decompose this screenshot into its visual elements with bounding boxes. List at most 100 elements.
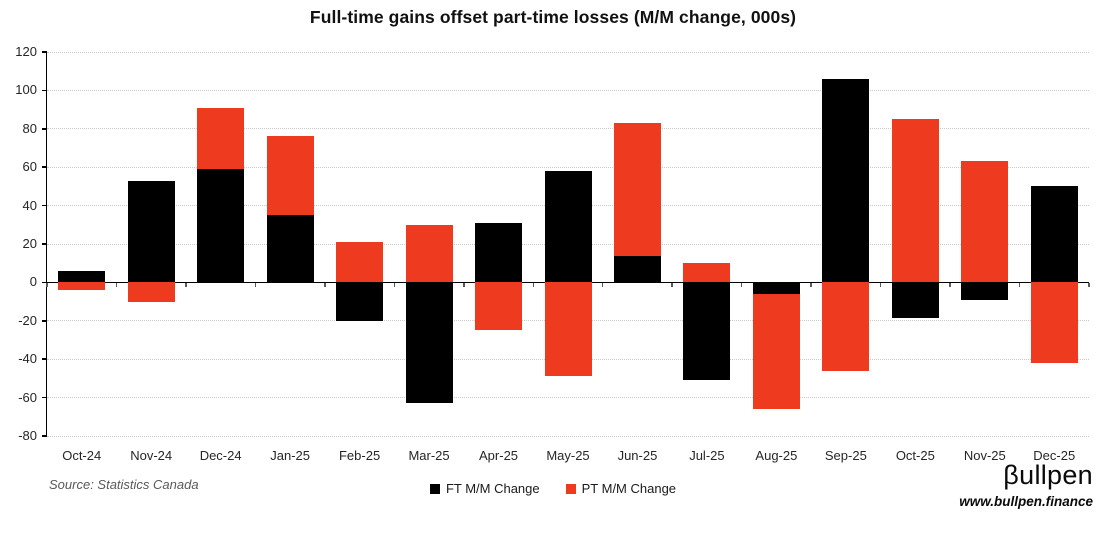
y-axis-label: 20 (22, 236, 37, 251)
y-axis-label: -40 (18, 351, 37, 367)
y-axis-label: 100 (15, 82, 37, 98)
gridline (47, 397, 1089, 399)
y-axis-tick (42, 128, 47, 130)
chart-title: Full-time gains offset part-time losses … (309, 7, 797, 27)
y-axis-label: 80 (22, 120, 37, 136)
x-axis-label: Nov-24 (130, 448, 173, 463)
gridline (47, 89, 1089, 91)
pt-legend-swatch-icon (565, 483, 576, 494)
bar-Jun-25-pt (613, 123, 661, 257)
x-axis-tick (601, 283, 604, 288)
x-axis-tick (810, 283, 812, 288)
x-axis-tick (463, 283, 465, 288)
bar-Nov-25-ft (961, 282, 1009, 300)
y-axis-tick (42, 204, 47, 207)
gridline (47, 51, 1089, 53)
x-axis-tick (393, 283, 396, 288)
gridline (47, 128, 1089, 130)
x-axis-label: Feb-25 (338, 448, 381, 463)
legend-label-ft: FT M/M Change (445, 481, 540, 496)
y-axis-label: -20 (18, 312, 37, 328)
x-axis-label: Mar-25 (408, 448, 450, 463)
bar-May-25-ft (544, 171, 592, 283)
x-axis-label: Nov-25 (963, 448, 1006, 463)
brand-url: www.bullpen.finance (959, 494, 1093, 509)
x-axis-label: Jan-25 (270, 448, 310, 463)
legend-label-pt: PT M/M Change (581, 481, 677, 496)
bar-Nov-24-ft (127, 180, 175, 283)
bar-Apr-25-pt (475, 282, 523, 331)
x-axis-tick (532, 283, 535, 288)
bar-Oct-24-ft (58, 270, 106, 283)
legend-item-pt: PT M/M Change (565, 481, 677, 496)
x-axis-tick (324, 283, 326, 288)
bar-Oct-25-pt (891, 119, 939, 283)
y-axis-tick (42, 243, 47, 245)
x-axis-tick (46, 283, 48, 288)
y-axis-line (45, 52, 47, 436)
x-axis-tick (1088, 283, 1090, 288)
bar-Nov-24-pt (127, 282, 175, 302)
x-axis-label: Jun-25 (617, 448, 658, 463)
bar-Dec-25-ft (1030, 186, 1078, 283)
y-axis-label: -60 (18, 389, 37, 405)
bar-Aug-25-pt (752, 293, 800, 410)
y-axis-tick (42, 166, 47, 168)
bar-Nov-25-pt (961, 161, 1009, 283)
bar-Feb-25-ft (336, 282, 384, 321)
bar-Jul-25-ft (683, 282, 731, 381)
bar-Feb-25-pt (336, 242, 384, 283)
y-axis-tick (42, 89, 47, 92)
brand-wordmark: βullpen (1003, 460, 1093, 490)
legend-item-ft: FT M/M Change (429, 481, 540, 496)
x-axis-tick (115, 283, 118, 288)
bar-Jan-25-pt (266, 136, 314, 216)
y-axis-label: 120 (15, 44, 37, 59)
bar-Dec-25-pt (1030, 282, 1078, 364)
x-axis-label: Jul-25 (689, 448, 725, 463)
x-axis-tick (879, 283, 882, 288)
x-axis-label: Dec-24 (199, 448, 242, 463)
y-axis-tick (42, 358, 47, 360)
bar-Mar-25-pt (405, 224, 453, 283)
x-axis-label: Apr-25 (479, 448, 519, 463)
bar-Sep-25-ft (822, 78, 870, 283)
bar-Dec-24-pt (197, 107, 245, 170)
x-axis-tick (671, 283, 673, 288)
bar-Mar-25-ft (405, 282, 453, 404)
bar-Sep-25-pt (822, 282, 870, 371)
y-axis-label: 60 (22, 159, 37, 175)
x-axis-label: Aug-25 (755, 448, 798, 463)
brand-logo: βullpen www.bullpen.finance (959, 460, 1093, 509)
bar-Oct-25-ft (891, 282, 939, 318)
bar-Oct-24-pt (58, 282, 106, 291)
bar-Jan-25-ft (266, 215, 314, 283)
y-axis-tick (42, 51, 47, 53)
y-axis-label: -80 (18, 428, 37, 443)
bar-Aug-25-ft (752, 282, 800, 294)
y-axis-label: 0 (29, 274, 37, 290)
bar-Dec-24-ft (197, 169, 245, 283)
x-axis-tick (185, 283, 187, 288)
y-axis-tick (42, 281, 47, 284)
y-axis-label: 40 (22, 197, 37, 213)
x-axis-tick (949, 283, 951, 288)
bar-May-25-pt (544, 282, 592, 377)
x-axis-tick (1018, 283, 1021, 288)
x-axis-label: Oct-24 (62, 448, 102, 463)
x-axis-label: May-25 (546, 448, 590, 463)
bar-Apr-25-ft (475, 222, 523, 283)
bar-Jul-25-pt (683, 263, 731, 283)
x-axis-tick (254, 283, 257, 288)
legend: FT M/M Change PT M/M Change (0, 481, 1106, 496)
x-axis-label: Oct-25 (895, 448, 935, 463)
gridline (47, 166, 1089, 168)
x-axis-label: Sep-25 (824, 448, 867, 463)
gridline (47, 435, 1089, 437)
y-axis-tick (42, 320, 47, 322)
x-axis-tick (740, 283, 743, 288)
source-note: Source: Statistics Canada (49, 477, 199, 492)
y-axis-tick (42, 435, 47, 437)
ft-legend-swatch-icon (429, 483, 440, 494)
